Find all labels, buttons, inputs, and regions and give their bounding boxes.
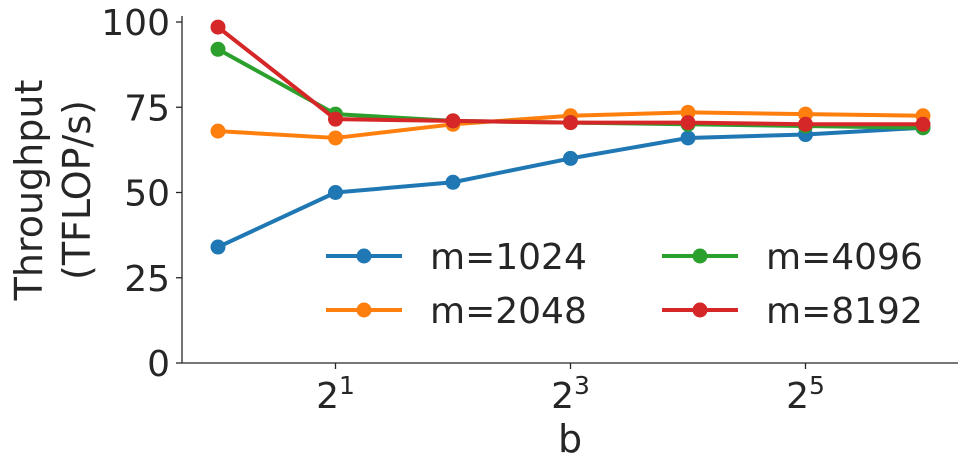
data-point	[328, 130, 343, 146]
legend-marker	[692, 248, 708, 264]
x-tick-exponent: 3	[574, 371, 590, 400]
x-tick-base: 2	[786, 376, 809, 417]
data-point	[210, 41, 226, 57]
x-ticks: 21 23 25	[316, 363, 825, 417]
data-point	[210, 19, 226, 35]
data-point	[915, 116, 931, 132]
legend-entry: m=2048	[326, 291, 587, 332]
series-m=8192	[210, 19, 931, 132]
data-point	[798, 116, 813, 132]
data-point	[445, 113, 461, 129]
data-point	[445, 174, 461, 190]
series-line	[217, 125, 924, 249]
x-tick-exponent: 1	[339, 371, 355, 400]
data-point	[328, 111, 343, 127]
y-tick-label: 0	[147, 344, 170, 385]
x-axis-label: b	[558, 417, 582, 461]
series-m=1024	[210, 120, 931, 255]
y-tick-label: 100	[101, 3, 170, 44]
legend-entry: m=4096	[662, 237, 923, 278]
legend-marker	[692, 302, 708, 318]
legend-label: m=1024	[430, 237, 587, 278]
data-point	[328, 185, 343, 200]
y-ticks: 0 25 50 75 100	[101, 3, 182, 385]
legend-label: m=8192	[766, 291, 923, 332]
legend-label: m=4096	[766, 237, 923, 278]
x-tick-base: 2	[551, 376, 574, 417]
data-point	[563, 115, 578, 131]
legend-entry: m=8192	[662, 291, 923, 332]
legend-marker	[356, 302, 372, 318]
data-point	[563, 150, 578, 166]
legend-label: m=2048	[430, 291, 587, 332]
y-axis-label-line1: Throughput	[7, 80, 51, 302]
y-axis-label: Throughput (TFLOP/s)	[7, 80, 99, 302]
x-tick-label: 23	[551, 371, 590, 417]
x-tick-label: 21	[316, 371, 355, 417]
series	[210, 19, 931, 255]
y-tick-label: 75	[124, 88, 170, 129]
x-tick-label: 25	[786, 371, 825, 417]
x-tick-base: 2	[316, 376, 339, 417]
data-point	[210, 239, 226, 255]
legend: m=1024 m=2048 m=4096 m=8192	[326, 237, 923, 332]
data-point	[210, 123, 226, 139]
legend-entry: m=1024	[326, 237, 587, 278]
data-point	[680, 115, 696, 131]
x-tick-exponent: 5	[809, 371, 825, 400]
y-axis-label-line2: (TFLOP/s)	[55, 100, 99, 280]
y-tick-label: 50	[124, 174, 170, 215]
y-tick-label: 25	[124, 259, 170, 300]
data-point	[680, 130, 696, 146]
legend-marker	[356, 248, 372, 264]
